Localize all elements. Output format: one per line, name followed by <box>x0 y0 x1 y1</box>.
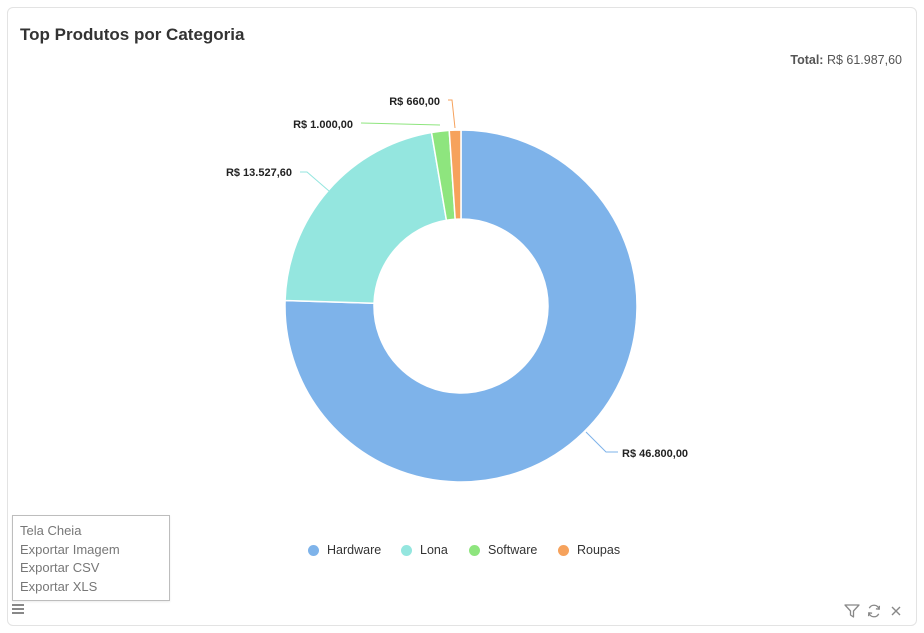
filter-icon[interactable] <box>844 603 860 619</box>
legend-label: Roupas <box>577 543 621 557</box>
legend-item-roupas[interactable]: Roupas <box>558 543 620 557</box>
leader-line-roupas <box>448 99 456 129</box>
menu-item-export-image[interactable]: Exportar Imagem <box>20 541 120 557</box>
slice-hardware[interactable] <box>284 129 638 483</box>
data-label-hardware: R$ 46.800,00 <box>622 448 688 460</box>
menu-item-export-csv[interactable]: Exportar CSV <box>20 560 100 575</box>
legend-label: Lona <box>420 543 448 557</box>
legend-label: Software <box>488 543 538 557</box>
data-label-roupas: R$ 660,00 <box>389 96 440 108</box>
data-label-lona: R$ 13.527,60 <box>226 167 292 179</box>
legend-marker <box>401 544 412 556</box>
legend-item-lona[interactable]: Lona <box>401 543 448 557</box>
slice-lona[interactable] <box>284 131 448 305</box>
menu-item-export-xls[interactable]: Exportar XLS <box>20 578 98 594</box>
total-summary: Total: R$ 61.987,60 <box>790 53 902 67</box>
menu-item-fullscreen[interactable]: Tela Cheia <box>20 523 82 538</box>
legend-marker <box>469 544 480 556</box>
leader-line-lona <box>300 171 330 192</box>
leader-line-software <box>360 122 441 126</box>
chart-title: Top Produtos por Categoria <box>20 25 245 44</box>
refresh-icon[interactable] <box>866 603 882 619</box>
data-label-software: R$ 1.000,00 <box>293 119 353 131</box>
slice-roupas[interactable] <box>448 129 462 220</box>
chart-toolbar <box>844 603 904 619</box>
legend-item-software[interactable]: Software <box>469 543 537 557</box>
legend-label: Hardware <box>327 543 382 557</box>
legend-marker <box>308 544 319 556</box>
legend-item-hardware[interactable]: Hardware <box>308 543 381 557</box>
export-menu: Tela Cheia Exportar Imagem Exportar CSV … <box>12 515 170 601</box>
close-icon[interactable] <box>888 603 904 619</box>
total-value: R$ 61.987,60 <box>826 53 902 67</box>
legend-marker <box>558 544 569 556</box>
leader-line-hardware <box>585 431 618 453</box>
total-label: Total: <box>790 53 824 67</box>
chart-legend: Hardware Lona Software Roupas <box>0 543 924 561</box>
menu-icon[interactable] <box>12 604 24 617</box>
